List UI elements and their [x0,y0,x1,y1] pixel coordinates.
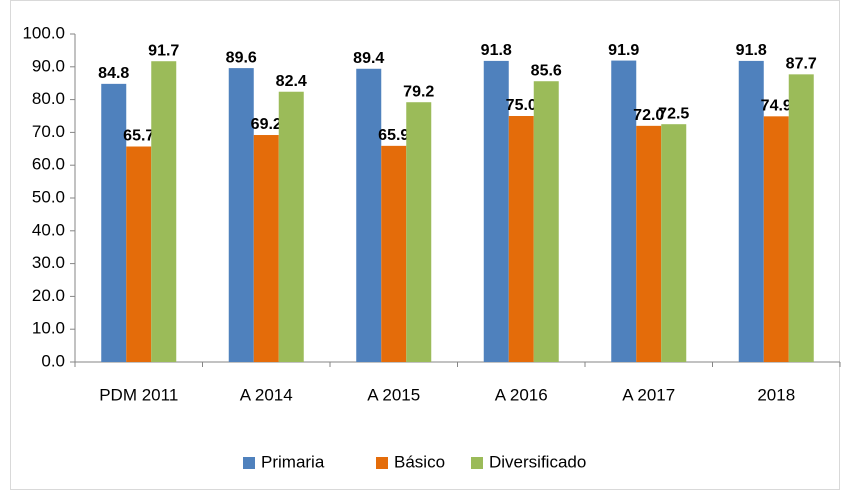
bar [738,60,764,363]
bar [406,102,432,362]
bar [483,60,509,363]
value-label: 91.7 [148,42,179,59]
bar [151,61,177,362]
y-tick-label: 0.0 [41,351,65,370]
y-tick-label: 90.0 [32,56,65,75]
x-tick-label: 2018 [757,385,795,404]
y-tick-label: 70.0 [32,122,65,141]
value-label: 89.4 [353,50,384,67]
value-label: 72.5 [658,105,689,122]
value-label: 69.2 [251,116,282,133]
value-label: 75.0 [506,97,537,114]
value-label: 79.2 [403,83,434,100]
y-tick-label: 20.0 [32,286,65,305]
value-label: 89.6 [226,49,257,66]
value-label: 91.8 [481,42,512,59]
value-label: 87.7 [786,56,817,73]
bar [661,124,687,362]
x-tick-label: A 2017 [622,385,675,404]
bar [611,60,637,363]
bar [788,74,814,363]
y-tick-label: 60.0 [32,155,65,174]
bar [381,145,407,362]
bar [253,135,279,362]
value-label: 82.4 [276,73,307,90]
bar [636,125,662,362]
y-tick-label: 30.0 [32,253,65,272]
y-tick-label: 80.0 [32,89,65,108]
x-tick-label: A 2014 [240,385,293,404]
x-tick-label: A 2016 [495,385,548,404]
legend-label: Primaria [261,452,325,471]
value-label: 84.8 [98,65,129,82]
value-label: 72.0 [633,107,664,124]
value-label: 85.6 [531,62,562,79]
bar [228,68,254,362]
y-tick-label: 100.0 [22,23,65,42]
bar [763,116,789,362]
x-tick-label: PDM 2011 [99,385,178,404]
legend-swatch [376,457,388,469]
y-tick-label: 10.0 [32,319,65,338]
legend-swatch [243,457,255,469]
bar [278,91,304,362]
value-label: 91.8 [736,42,767,59]
bar [533,81,559,363]
bar [126,146,152,362]
bar [508,116,534,362]
y-tick-label: 50.0 [32,187,65,206]
x-tick-label: A 2015 [367,385,420,404]
value-label: 65.9 [378,127,409,144]
y-tick-label: 40.0 [32,220,65,239]
legend-swatch [471,457,483,469]
bar [356,68,382,362]
value-label: 65.7 [123,128,154,145]
bar [101,83,127,362]
value-label: 74.9 [761,98,792,115]
legend-label: Diversificado [489,452,586,471]
legend-label: Básico [394,452,445,471]
value-label: 91.9 [608,42,639,59]
